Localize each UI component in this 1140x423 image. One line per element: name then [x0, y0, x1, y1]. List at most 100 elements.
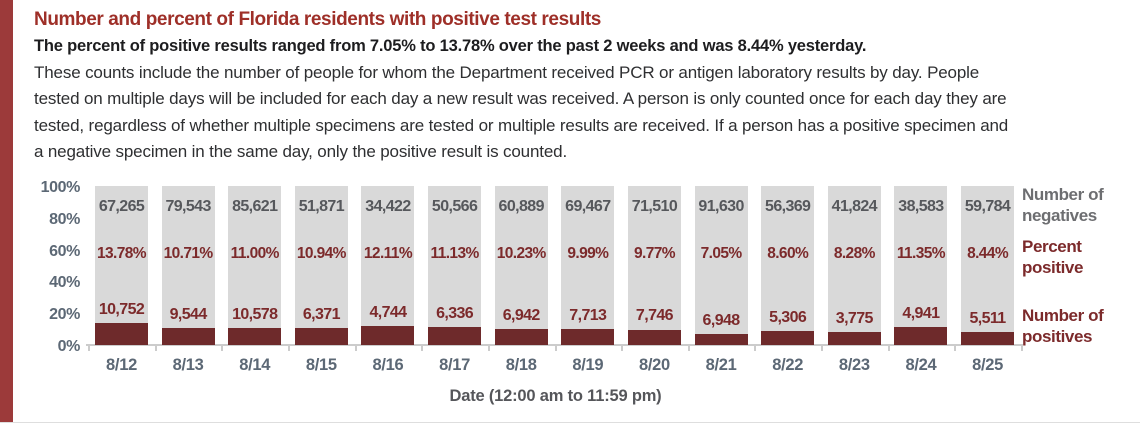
x-tick-label: 8/18 — [505, 356, 537, 374]
percent-positive-label: 7.05% — [700, 245, 743, 262]
page-title: Number and percent of Florida residents … — [34, 9, 601, 30]
axis-tick-mark — [687, 346, 690, 351]
negatives-value-label: 71,510 — [631, 198, 678, 215]
y-tick-label: 60% — [49, 242, 80, 260]
positives-bar-segment — [627, 329, 681, 345]
percent-positive-label: 12.11% — [363, 245, 413, 262]
y-tick-label: 100% — [40, 179, 81, 196]
axis-tick-mark — [554, 346, 557, 351]
negatives-value-label: 85,621 — [232, 198, 278, 215]
bar-column: 91,630 7.05% 6,948 8/21 — [694, 186, 748, 374]
positives-value-label: 6,942 — [502, 306, 541, 324]
percent-positive-label: 10.23% — [496, 245, 547, 262]
positives-value-label: 6,948 — [702, 311, 741, 329]
x-tick-label: 8/21 — [705, 356, 737, 374]
description-line: These counts include the number of peopl… — [34, 63, 980, 82]
bar-column: 34,422 12.11% 4,744 8/16 — [361, 186, 415, 374]
x-tick-label: 8/16 — [372, 356, 404, 374]
positives-bar-segment — [961, 331, 1015, 345]
percent-positive-label: 11.00% — [230, 245, 280, 262]
percent-positive-label: 10.71% — [163, 245, 214, 262]
x-axis-line — [86, 344, 1023, 346]
negatives-value-label: 56,369 — [765, 198, 811, 215]
axis-tick-mark — [221, 346, 224, 351]
negatives-value-label: 34,422 — [365, 198, 411, 215]
bar-column: 71,510 9.77% 7,746 8/20 — [627, 186, 681, 374]
negatives-value-label: 41,824 — [831, 198, 878, 215]
chart-subtitle: The percent of positive results ranged f… — [34, 37, 867, 55]
negatives-value-label: 50,566 — [431, 198, 478, 215]
percent-positive-label: 10.94% — [296, 245, 347, 262]
negatives-value-label: 67,265 — [98, 198, 145, 215]
negatives-value-label: 69,467 — [565, 198, 611, 215]
y-tick-label: 40% — [49, 274, 80, 292]
bar-column: 85,621 11.00% 10,578 8/14 — [228, 186, 282, 374]
bar-column: 41,824 8.28% 3,775 8/23 — [827, 186, 881, 374]
percent-positive-label: 9.99% — [567, 245, 609, 262]
bar-column: 59,784 8.44% 5,511 8/25 — [961, 186, 1015, 374]
positives-value-label: 10,752 — [98, 301, 145, 319]
negatives-value-label: 60,889 — [498, 198, 545, 215]
y-tick-label: 80% — [49, 210, 80, 228]
positives-value-label: 7,746 — [635, 307, 674, 325]
positives-bar-segment — [894, 327, 948, 345]
negatives-value-label: 91,630 — [698, 198, 744, 215]
x-tick-label: 8/25 — [972, 356, 1003, 374]
percent-positive-label: 13.78% — [97, 245, 147, 262]
percent-positive-label: 9.77% — [633, 245, 676, 262]
bar-column: 67,265 13.78% 10,752 8/12 — [95, 186, 148, 374]
bar-column: 79,543 10.71% 9,544 8/13 — [161, 186, 215, 374]
axis-tick-mark — [354, 346, 357, 351]
positives-bar-segment — [561, 329, 615, 345]
bar-column: 69,467 9.99% 7,713 8/19 — [561, 186, 615, 374]
axis-tick-mark — [288, 346, 291, 351]
left-accent-bar — [0, 0, 13, 422]
description-line: a negative specimen in the same day, onl… — [34, 141, 568, 161]
positives-bar-segment — [827, 331, 881, 345]
positives-value-label: 3,775 — [835, 309, 874, 327]
x-tick-label: 8/17 — [439, 356, 471, 374]
positives-bar-segment — [494, 328, 548, 345]
bar-column: 50,566 11.13% 6,336 8/17 — [428, 186, 482, 374]
positives-value-label: 6,336 — [436, 305, 474, 323]
positives-value-label: 5,306 — [769, 309, 807, 327]
y-tick-label: 20% — [49, 306, 80, 324]
percent-positive-label: 8.44% — [967, 245, 1009, 262]
x-tick-label: 8/12 — [106, 356, 137, 374]
negatives-value-label: 51,871 — [298, 198, 345, 215]
x-tick-label: 8/19 — [572, 356, 604, 374]
bar-column: 56,369 8.60% 5,306 8/22 — [761, 186, 815, 374]
negatives-value-label: 38,583 — [898, 198, 944, 215]
legend-negatives-label: Number of negatives — [1022, 185, 1104, 225]
percent-positive-label: 11.13% — [430, 245, 480, 262]
x-tick-label: 8/15 — [305, 356, 337, 374]
legend-positives-label: Number of positives — [1022, 306, 1104, 346]
positives-value-label: 10,578 — [232, 305, 278, 323]
bar-column: 60,889 10.23% 6,942 8/18 — [494, 186, 548, 374]
percent-positive-label: 8.60% — [767, 245, 809, 262]
bar-column: 51,871 10.94% 6,371 8/15 — [294, 186, 348, 374]
description-line: tested, regardless of whether multiple s… — [34, 115, 1009, 135]
bar-column: 38,583 11.35% 4,941 8/24 — [894, 186, 948, 374]
y-tick-label: 0% — [57, 338, 81, 355]
positives-bar-segment — [761, 331, 815, 345]
axis-tick-mark — [421, 346, 424, 351]
positives-bar-segment — [428, 327, 482, 345]
x-tick-label: 8/20 — [638, 356, 670, 374]
positives-bar-segment — [161, 328, 215, 345]
axis-tick-mark — [621, 346, 624, 351]
x-tick-label: 8/13 — [172, 356, 204, 374]
positives-value-label: 7,713 — [569, 307, 607, 325]
negatives-value-label: 59,784 — [964, 198, 1011, 215]
axis-tick-mark — [887, 346, 890, 351]
axis-tick-mark — [954, 346, 957, 351]
positives-bar-segment — [228, 327, 282, 345]
positives-value-label: 4,744 — [369, 303, 407, 321]
x-tick-label: 8/22 — [772, 356, 804, 374]
positives-value-label: 9,544 — [169, 305, 208, 323]
positives-value-label: 5,511 — [969, 309, 1006, 327]
description-line: tested on multiple days will be included… — [34, 89, 1007, 109]
positives-value-label: 6,371 — [302, 305, 341, 323]
positives-bar-segment — [361, 325, 415, 345]
